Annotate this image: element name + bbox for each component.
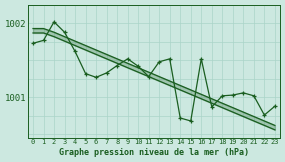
X-axis label: Graphe pression niveau de la mer (hPa): Graphe pression niveau de la mer (hPa) [59,148,249,157]
